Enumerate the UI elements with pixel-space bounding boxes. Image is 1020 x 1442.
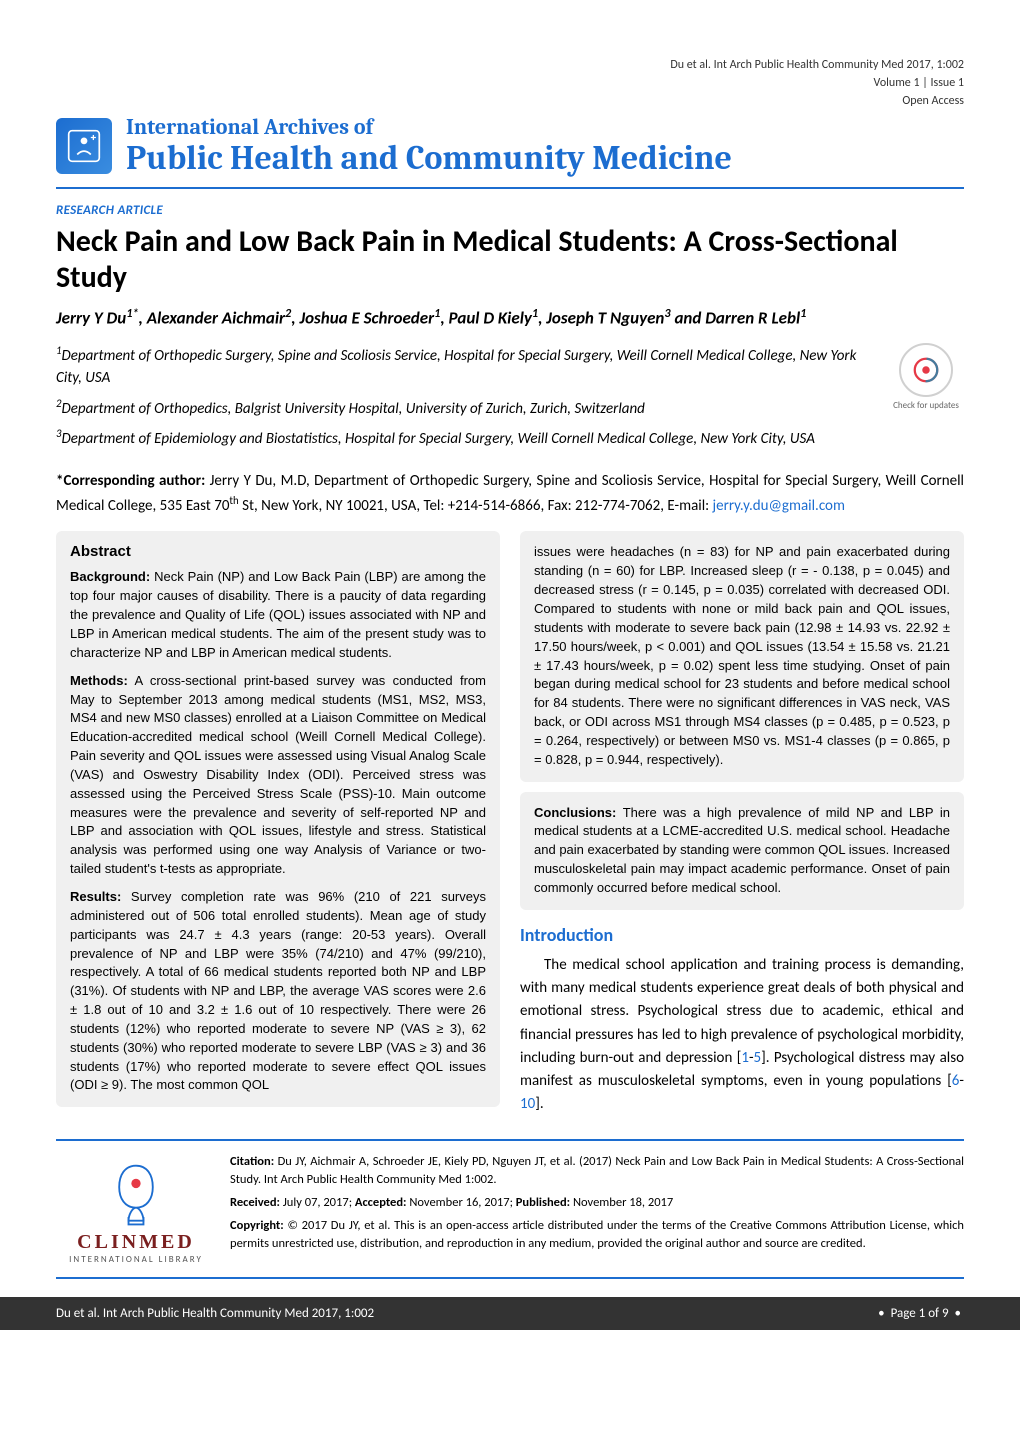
abstract-heading: Abstract xyxy=(70,543,486,560)
methods-label: Methods: xyxy=(70,673,128,688)
accepted-label: Accepted: xyxy=(355,1195,407,1210)
citation-label: Citation: xyxy=(230,1154,274,1169)
author-list: Jerry Y Du1*, Alexander Aichmair2, Joshu… xyxy=(56,306,964,331)
affiliation-2: 2Department of Orthopedics, Balgrist Uni… xyxy=(56,396,872,421)
corresponding-author: *Corresponding author: Jerry Y Du, M.D, … xyxy=(56,471,964,518)
publisher-icon xyxy=(108,1161,164,1227)
affiliation-1: 1Department of Orthopedic Surgery, Spine… xyxy=(56,343,872,390)
volume-issue: Volume 1 | Issue 1 xyxy=(56,74,964,92)
running-head-block: Du et al. Int Arch Public Health Communi… xyxy=(56,56,964,110)
affiliation-3: 3Department of Epidemiology and Biostati… xyxy=(56,426,872,451)
citation-text: Du JY, Aichmair A, Schroeder JE, Kiely P… xyxy=(230,1154,964,1187)
journal-logo-icon xyxy=(56,118,112,174)
ref-link-5[interactable]: 5 xyxy=(754,1049,762,1067)
ref-link-10[interactable]: 10 xyxy=(520,1095,535,1113)
crossmark-caption: Check for updates xyxy=(888,401,964,412)
article-title: Neck Pain and Low Back Pain in Medical S… xyxy=(56,224,964,296)
publisher-name: CLINMED xyxy=(56,1231,216,1254)
results-text: Survey completion rate was 96% (210 of 2… xyxy=(70,889,486,1092)
received-date: July 07, 2017; xyxy=(280,1195,355,1210)
accepted-date: November 16, 2017; xyxy=(407,1195,516,1210)
corresponding-label: *Corresponding author: xyxy=(56,472,205,490)
conclusions-label: Conclusions: xyxy=(534,805,616,820)
journal-name: Public Health and Community Medicine xyxy=(126,140,732,177)
published-label: Published: xyxy=(516,1195,570,1210)
footer-page-number: • Page 1 of 9 • xyxy=(875,1306,964,1321)
copyright-label: Copyright: xyxy=(230,1218,284,1233)
publisher-subtitle: INTERNATIONAL LIBRARY xyxy=(56,1254,216,1265)
crossmark-widget[interactable]: Check for updates xyxy=(888,343,964,412)
header-divider xyxy=(56,187,964,189)
results-label: Results: xyxy=(70,889,121,904)
introduction-heading: Introduction xyxy=(520,924,964,946)
running-head: Du et al. Int Arch Public Health Communi… xyxy=(56,56,964,74)
methods-text: A cross-sectional print-based survey was… xyxy=(70,673,486,876)
affiliations: 1Department of Orthopedic Surgery, Spine… xyxy=(56,343,872,457)
background-label: Background: xyxy=(70,569,150,584)
open-access: Open Access xyxy=(56,92,964,110)
ref-link-1[interactable]: 1 xyxy=(741,1049,749,1067)
received-label: Received: xyxy=(230,1195,280,1210)
abstract-box: Abstract Background: Neck Pain (NP) and … xyxy=(56,531,500,1107)
results-continued: issues were headaches (n = 83) for NP an… xyxy=(520,531,964,781)
citation-block: CLINMED INTERNATIONAL LIBRARY Citation: … xyxy=(56,1139,964,1279)
crossmark-icon xyxy=(899,343,953,397)
page-footer: Du et al. Int Arch Public Health Communi… xyxy=(0,1297,1020,1330)
article-type: RESEARCH ARTICLE xyxy=(56,203,964,218)
footer-running-head: Du et al. Int Arch Public Health Communi… xyxy=(56,1306,374,1321)
copyright-text: © 2017 Du JY, et al. This is an open-acc… xyxy=(230,1218,964,1251)
journal-header: International Archives of Public Health … xyxy=(56,114,964,177)
journal-series: International Archives of xyxy=(126,114,732,140)
introduction-p1: The medical school application and train… xyxy=(520,954,964,1117)
corresponding-email-link[interactable]: jerry.y.du@gmail.com xyxy=(713,497,845,515)
publisher-logo: CLINMED INTERNATIONAL LIBRARY xyxy=(56,1153,216,1265)
published-date: November 18, 2017 xyxy=(570,1195,673,1210)
